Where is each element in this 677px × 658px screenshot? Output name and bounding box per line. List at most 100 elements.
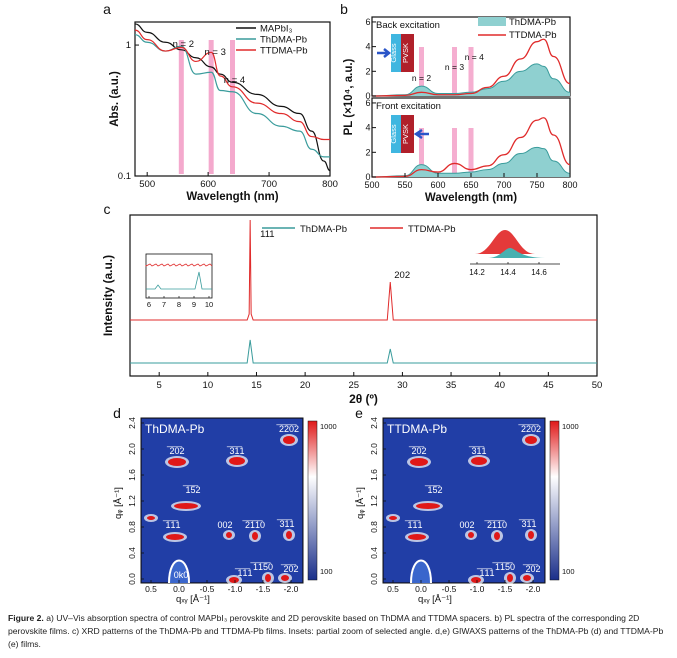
panel-d-ytick-label: 0.0 <box>127 573 137 585</box>
panel-b-xtick-label: 500 <box>364 180 379 190</box>
panel-e-diffraction-spot <box>468 532 474 538</box>
panel-a-legend-label: TTDMA-Pb <box>260 46 308 57</box>
panel-e-xtick-label: -0.5 <box>442 584 457 594</box>
panel-d-reflection-label: ̅1̅5̅2 <box>182 485 200 495</box>
panel-c-xtick-label: 50 <box>592 380 603 391</box>
panel-e-diffraction-spot <box>494 532 500 540</box>
panel-b-ytick-label: 4 <box>365 42 370 52</box>
panel-e-reflection-label: ̅3̅1̅1 <box>468 446 486 456</box>
panel-b-glass-layer <box>391 34 401 72</box>
panel-c-inset-left-teal <box>146 271 212 290</box>
panel-a-xtick-label: 500 <box>139 179 155 190</box>
panel-d-reflection-label: 0k0 <box>174 570 189 580</box>
panel-e-colorbar-label: 100 <box>562 567 575 576</box>
panel-d-diffraction-spot <box>229 577 239 583</box>
panel-b-xtick-label: 600 <box>430 180 445 190</box>
panel-e-reflection-label: ̅1̅5̅2 <box>424 485 442 495</box>
panel-c-xtick-label: 40 <box>494 380 505 391</box>
panel-b-glass-label: Glass <box>389 124 398 143</box>
panel-e-xtick-label: -1.5 <box>498 584 513 594</box>
panel-c-inset-right-teal-peak <box>488 248 545 258</box>
panel-e-diffraction-spot <box>410 458 428 466</box>
panel-c-inset-right-tick-label: 14.2 <box>469 268 485 277</box>
panel-c-xtick-label: 45 <box>543 380 554 391</box>
panel-a-exciton-band <box>178 40 184 174</box>
panel-d-xtick-label: -2.0 <box>284 584 299 594</box>
panel-b-ytick-label: 2 <box>365 66 370 76</box>
panel-c-ylabel: Intensity (a.u.) <box>101 255 115 336</box>
panel-a-ylabel: Abs. (a.u.) <box>109 71 121 127</box>
panel-d-diffraction-spot <box>265 574 271 582</box>
panel-c-xtick-label: 25 <box>348 380 359 391</box>
panel-b-line-ttdma <box>371 38 571 97</box>
panel-d-ytick-label: 0.4 <box>127 547 137 559</box>
panel-d-diffraction-spot <box>147 516 155 520</box>
panel-d-xtick-label: -0.5 <box>200 584 215 594</box>
panel-d-reflection-label: ̅2̅1̅1̅0 <box>242 520 265 530</box>
panel-d-reflection-label: ̅1̅1̅5̅0 <box>250 562 273 572</box>
panel-b-exciton-band <box>468 47 474 95</box>
panel-b-ytick-label: 2 <box>365 147 370 157</box>
panel-d-diffraction-spot <box>281 575 289 581</box>
panel-e-diffraction-spot <box>389 516 397 520</box>
panel-b-ytick-label: 6 <box>365 17 370 27</box>
panel-a-legend-label: MAPbI₃ <box>260 24 293 35</box>
panel-b-pvsk-label: PVSK <box>401 43 410 63</box>
panel-e-ytick-label: 0.8 <box>369 521 379 533</box>
caption-text: a) UV–Vis absorption spectra of control … <box>8 613 664 649</box>
panel-e-letter: e <box>355 405 363 421</box>
panel-d-reflection-label: ̅3̅1̅1 <box>276 519 294 529</box>
panel-a-annotation: n = 3 <box>204 47 225 58</box>
panel-c-peak-label: 111 <box>260 229 274 240</box>
panel-e-diffraction-spot <box>507 574 513 582</box>
panel-c-peak-label: 202 <box>394 270 410 281</box>
panel-d-diffraction-spot <box>252 532 258 540</box>
panel-b-line-thdma <box>371 63 571 97</box>
panel-c-inset-left-tick-label: 10 <box>205 300 213 309</box>
panel-c-inset-right-red-peak <box>475 230 535 254</box>
panel-d-reflection-label: 002 <box>217 520 232 530</box>
panel-b-arrow-icon <box>413 128 429 140</box>
panel-d-title: ThDMA-Pb <box>145 422 205 436</box>
panel-c-legend-label: TTDMA-Pb <box>408 224 456 235</box>
panel-c-xtick-label: 30 <box>397 380 408 391</box>
panel-e-reflection-label: ̅1̅1̅5̅0 <box>492 562 515 572</box>
panel-b-letter: b <box>340 1 348 17</box>
figure-caption: Figure 2. a) UV–Vis absorption spectra o… <box>8 612 670 651</box>
panel-d-map-field <box>142 419 302 582</box>
panel-d-diffraction-spot <box>229 457 245 465</box>
panel-e-reflection-label: ̅1̅1̅1 <box>404 520 422 530</box>
panel-e-diffraction-spot <box>525 436 537 444</box>
panel-c-inset-left-tick-label: 9 <box>192 300 196 309</box>
panel-b-ytick-label: 0 <box>365 91 370 101</box>
panel-e-reflection-label: 002 <box>459 520 474 530</box>
panel-e-diffraction-spot <box>523 575 531 581</box>
panel-e-ytick-label: 1.6 <box>369 469 379 481</box>
panel-e-reflection-label: ̅2̅1̅1̅0 <box>484 520 507 530</box>
panel-e-diffraction-spot <box>416 503 440 509</box>
panel-b-annotation: n = 4 <box>465 52 484 62</box>
panel-a-xtick-label: 600 <box>200 179 216 190</box>
panel-b-pvsk-layer <box>401 34 414 72</box>
panel-d-reflection-label: ̅2̅0̅2 <box>166 446 184 456</box>
panel-d-diffraction-spot <box>226 532 232 538</box>
panel-a-exciton-band <box>230 40 235 174</box>
panel-b-pvsk-label: PVSK <box>401 124 410 144</box>
panel-d-xtick-label: -1.5 <box>256 584 271 594</box>
panel-b-legend-label: ThDMA-Pb <box>509 17 556 28</box>
panel-a-legend-label: ThDMA-Pb <box>260 35 307 46</box>
panel-d-letter: d <box>113 405 121 421</box>
panel-c-xtick-label: 20 <box>300 380 311 391</box>
caption-label: Figure 2. <box>8 613 44 623</box>
panel-c-letter: c <box>104 201 111 217</box>
panel-a-exciton-band <box>208 40 214 174</box>
panel-b-glass-layer <box>391 115 401 153</box>
panel-c-frame <box>129 214 598 377</box>
panel-e-ytick-label: 2.0 <box>369 443 379 455</box>
panel-e-reflection-label: ̅2̅0̅2 <box>522 564 540 574</box>
panel-e-title: TTDMA-Pb <box>387 422 447 436</box>
panel-d-reflection-label: ̅1̅1̅1 <box>234 568 252 578</box>
panel-e-reflection-label: ̅2̅0̅2 <box>408 446 426 456</box>
panel-d-diffraction-spot <box>174 503 198 509</box>
panel-e-xtick-label: 0.5 <box>387 584 399 594</box>
